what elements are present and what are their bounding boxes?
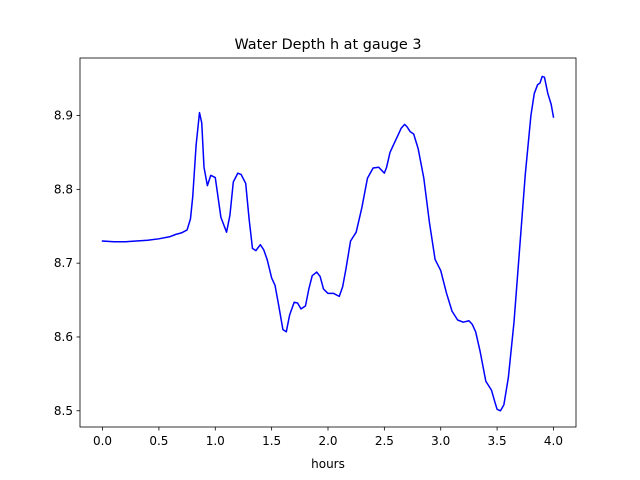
x-tick-label: 3.0 (431, 434, 450, 448)
x-tick-label: 0.0 (93, 434, 112, 448)
x-tick-label: 3.5 (488, 434, 507, 448)
x-tick-label: 4.0 (544, 434, 563, 448)
y-tick-label: 8.8 (54, 182, 73, 196)
x-axis-ticks: 0.0 0.5 1.0 1.5 2.0 2.5 3.0 3.5 4.0 (93, 427, 563, 448)
x-tick-label: 1.5 (262, 434, 281, 448)
y-tick-label: 8.9 (54, 109, 73, 123)
y-axis-ticks: 8.5 8.6 8.7 8.8 8.9 (54, 109, 80, 418)
x-tick-label: 2.0 (318, 434, 337, 448)
y-tick-label: 8.5 (54, 404, 73, 418)
x-tick-label: 2.5 (375, 434, 394, 448)
x-tick-label: 1.0 (206, 434, 225, 448)
x-tick-label: 0.5 (149, 434, 168, 448)
plot-area (101, 75, 555, 412)
axes-frame (79, 57, 577, 428)
y-tick-label: 8.6 (54, 330, 73, 344)
y-tick-label: 8.7 (54, 256, 73, 270)
series-line-water-depth (101, 75, 555, 412)
chart-title: Water Depth h at gauge 3 (234, 37, 421, 53)
x-axis-label: hours (311, 457, 345, 471)
